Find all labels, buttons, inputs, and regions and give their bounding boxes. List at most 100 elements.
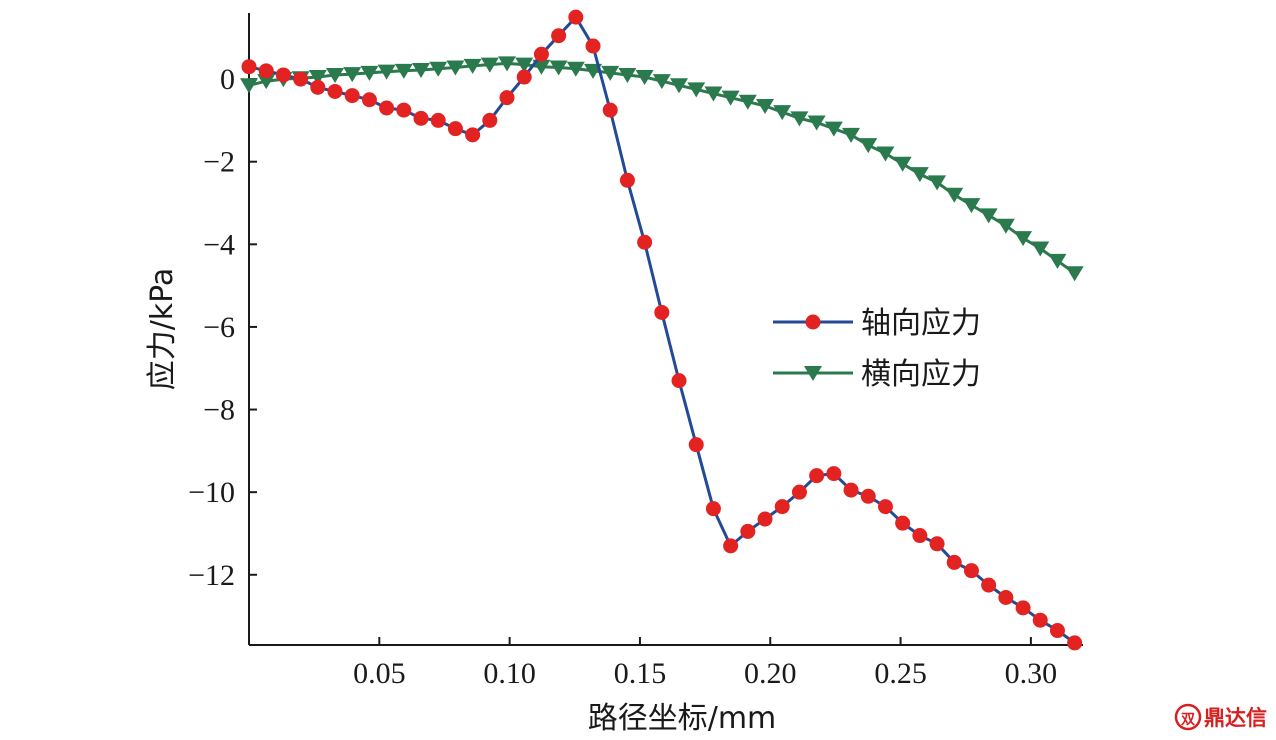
watermark: 双 鼎达信 bbox=[1174, 703, 1267, 731]
data-point-transverse bbox=[842, 127, 861, 143]
data-point-transverse bbox=[704, 86, 723, 102]
data-point-axial bbox=[327, 83, 343, 99]
data-point-transverse bbox=[996, 218, 1015, 234]
data-point-transverse bbox=[532, 59, 551, 75]
watermark-logo-mark: 双 bbox=[1181, 712, 1195, 728]
data-point-axial bbox=[723, 538, 739, 554]
data-point-transverse bbox=[945, 187, 964, 203]
data-point-axial bbox=[585, 38, 601, 54]
series-layer bbox=[240, 9, 1084, 651]
data-point-transverse bbox=[429, 61, 448, 77]
x-tick-label: 0.10 bbox=[483, 657, 536, 690]
data-point-transverse bbox=[1014, 231, 1033, 247]
data-point-axial bbox=[809, 468, 825, 484]
data-point-axial bbox=[275, 67, 291, 83]
data-point-transverse bbox=[498, 56, 517, 72]
data-point-transverse bbox=[773, 105, 792, 121]
data-point-axial bbox=[1067, 635, 1083, 651]
data-point-axial bbox=[568, 9, 584, 25]
x-tick-label: 0.05 bbox=[353, 657, 406, 690]
y-tick-label: −2 bbox=[203, 146, 235, 179]
data-point-transverse bbox=[928, 175, 947, 191]
x-tick-label: 0.30 bbox=[1005, 657, 1058, 690]
data-point-axial bbox=[671, 373, 687, 389]
legend-marker-transverse bbox=[804, 366, 822, 381]
ticks: 0.05 0.10 0.15 0.20 0.25 0.30 0 −2 −4 −6 −8 −10 −12 bbox=[188, 63, 1057, 690]
data-point-axial bbox=[860, 488, 876, 504]
y-tick-label: −10 bbox=[188, 476, 235, 509]
data-point-transverse bbox=[412, 63, 431, 79]
data-point-axial bbox=[826, 466, 842, 482]
data-point-transverse bbox=[377, 64, 396, 80]
data-point-axial bbox=[379, 100, 395, 116]
data-point-axial bbox=[602, 102, 618, 118]
data-point-transverse bbox=[979, 208, 998, 224]
data-point-transverse bbox=[893, 156, 912, 172]
data-point-axial bbox=[293, 71, 309, 87]
data-point-transverse bbox=[308, 70, 327, 86]
legend-marker-axial bbox=[805, 314, 821, 330]
data-point-axial bbox=[447, 121, 463, 137]
data-point-transverse bbox=[876, 146, 895, 162]
series-axial bbox=[241, 9, 1083, 651]
data-point-transverse bbox=[480, 57, 499, 73]
data-point-transverse bbox=[756, 98, 775, 114]
data-point-transverse bbox=[601, 65, 620, 81]
axes bbox=[248, 13, 1083, 646]
data-point-transverse bbox=[807, 115, 826, 131]
data-point-axial bbox=[619, 172, 635, 188]
data-point-axial bbox=[551, 28, 567, 44]
data-point-transverse bbox=[394, 63, 413, 79]
data-point-axial bbox=[241, 59, 257, 75]
data-point-transverse bbox=[326, 67, 345, 83]
data-point-axial bbox=[757, 511, 773, 527]
data-point-axial bbox=[344, 88, 360, 104]
data-point-axial bbox=[637, 234, 653, 250]
data-point-transverse bbox=[566, 61, 585, 77]
data-point-transverse bbox=[549, 60, 568, 76]
data-point-axial bbox=[413, 110, 429, 126]
data-point-axial bbox=[361, 92, 377, 108]
data-point-transverse bbox=[859, 138, 878, 154]
data-point-axial bbox=[946, 554, 962, 570]
x-axis-title: 路径坐标/mm bbox=[588, 701, 777, 736]
data-point-axial bbox=[740, 523, 756, 539]
data-point-transverse bbox=[257, 74, 276, 90]
data-point-axial bbox=[310, 79, 326, 95]
data-point-axial bbox=[895, 515, 911, 531]
data-point-axial bbox=[688, 437, 704, 453]
data-point-transverse bbox=[1048, 253, 1067, 269]
data-point-transverse bbox=[652, 74, 671, 90]
legend: 轴向应力 横向应力 bbox=[773, 306, 981, 392]
data-point-transverse bbox=[962, 198, 981, 214]
data-point-transverse bbox=[910, 167, 929, 183]
data-point-axial bbox=[465, 127, 481, 143]
x-tick-label: 0.25 bbox=[874, 657, 927, 690]
data-point-axial bbox=[929, 536, 945, 552]
y-tick-label: 0 bbox=[220, 63, 235, 96]
data-point-transverse bbox=[618, 67, 637, 83]
data-point-axial bbox=[774, 499, 790, 515]
data-point-transverse bbox=[738, 94, 757, 110]
data-point-transverse bbox=[1031, 241, 1050, 257]
data-point-transverse bbox=[240, 78, 258, 94]
legend-label-axial: 轴向应力 bbox=[861, 306, 981, 341]
data-point-axial bbox=[791, 484, 807, 500]
x-tick-label: 0.20 bbox=[744, 657, 797, 690]
data-point-axial bbox=[396, 102, 412, 118]
data-point-axial bbox=[533, 46, 549, 62]
legend-label-transverse: 横向应力 bbox=[861, 357, 981, 392]
data-point-transverse bbox=[721, 90, 740, 106]
y-tick-label: −8 bbox=[203, 394, 235, 427]
data-point-axial bbox=[1015, 600, 1031, 616]
data-point-axial bbox=[912, 528, 928, 544]
data-point-axial bbox=[482, 112, 498, 128]
data-point-axial bbox=[654, 304, 670, 320]
y-tick-label: −6 bbox=[203, 311, 235, 344]
data-point-axial bbox=[258, 63, 274, 79]
data-point-axial bbox=[877, 499, 893, 515]
data-point-transverse bbox=[515, 57, 534, 73]
data-point-transverse bbox=[790, 111, 809, 127]
data-point-transverse bbox=[446, 60, 465, 76]
data-point-transverse bbox=[670, 78, 689, 94]
